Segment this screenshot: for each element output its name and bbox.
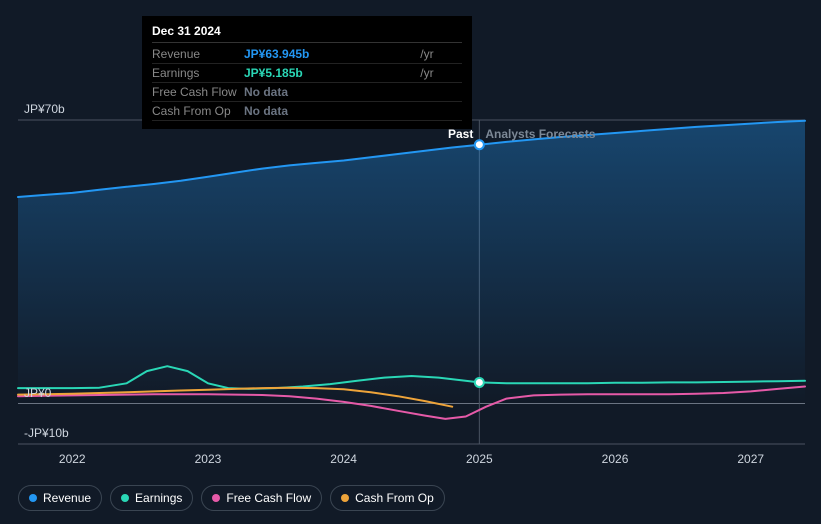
y-tick-label: JP¥0 (24, 386, 51, 400)
y-tick-label: -JP¥10b (24, 426, 69, 440)
legend-label: Cash From Op (355, 491, 434, 505)
legend-dot-icon (121, 494, 129, 502)
era-label-forecast: Analysts Forecasts (485, 127, 595, 141)
x-tick-label: 2023 (195, 452, 222, 466)
x-tick-label: 2024 (330, 452, 357, 466)
legend-label: Revenue (43, 491, 91, 505)
tooltip-row: RevenueJP¥63.945b/yr (152, 45, 462, 64)
legend-dot-icon (29, 494, 37, 502)
tooltip-date: Dec 31 2024 (152, 24, 462, 43)
hover-tooltip: Dec 31 2024 RevenueJP¥63.945b/yrEarnings… (142, 16, 472, 129)
legend-item[interactable]: Cash From Op (330, 485, 445, 511)
legend-label: Free Cash Flow (226, 491, 311, 505)
tooltip-table: RevenueJP¥63.945b/yrEarningsJP¥5.185b/yr… (152, 45, 462, 121)
legend-label: Earnings (135, 491, 182, 505)
y-tick-label: JP¥70b (24, 102, 65, 116)
legend-item[interactable]: Free Cash Flow (201, 485, 322, 511)
x-tick-label: 2022 (59, 452, 86, 466)
tooltip-row: Free Cash FlowNo data (152, 83, 462, 102)
era-label-past: Past (448, 127, 473, 141)
legend-dot-icon (212, 494, 220, 502)
tooltip-row: EarningsJP¥5.185b/yr (152, 64, 462, 83)
legend-item[interactable]: Earnings (110, 485, 193, 511)
chart-container: Dec 31 2024 RevenueJP¥63.945b/yrEarnings… (0, 0, 821, 524)
legend: Revenue Earnings Free Cash Flow Cash From O… (18, 485, 445, 511)
x-tick-label: 2027 (737, 452, 764, 466)
tooltip-row: Cash From OpNo data (152, 102, 462, 121)
x-tick-label: 2025 (466, 452, 493, 466)
x-tick-label: 2026 (602, 452, 629, 466)
legend-item[interactable]: Revenue (18, 485, 102, 511)
legend-dot-icon (341, 494, 349, 502)
